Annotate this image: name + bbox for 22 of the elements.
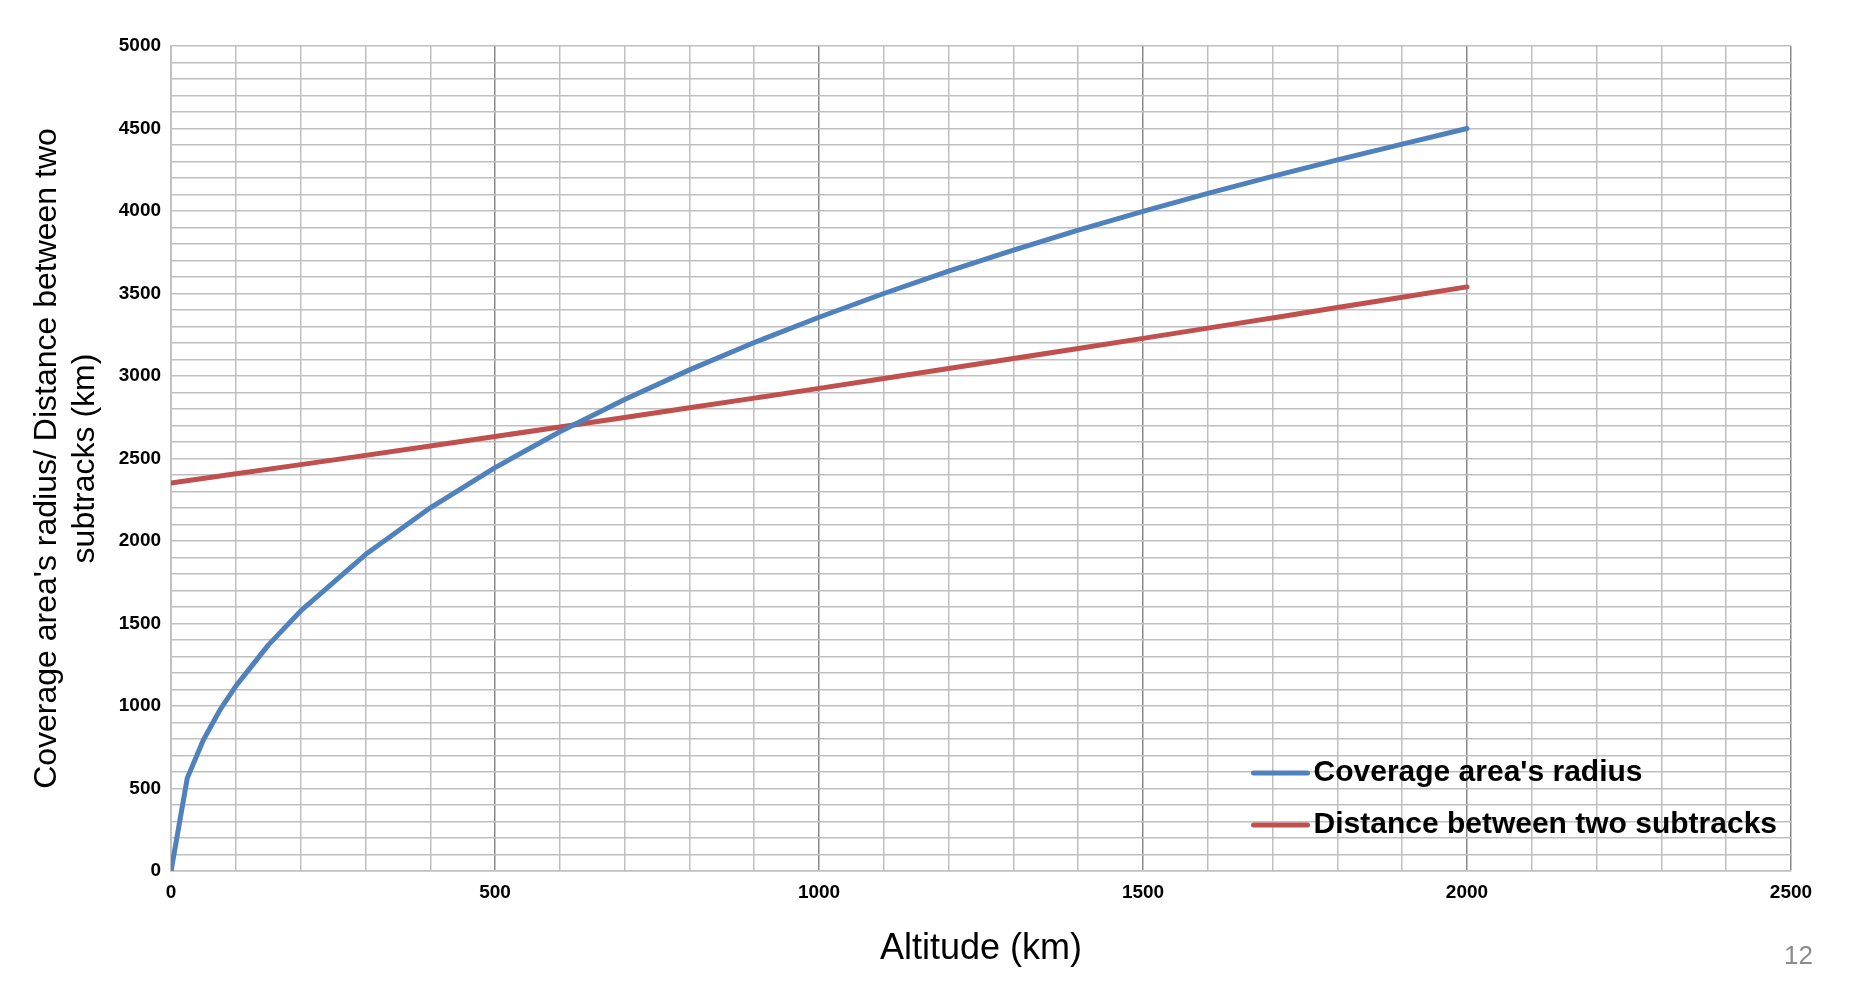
y-tick-label: 1500 [118, 611, 162, 633]
y-tick-label: 4000 [118, 199, 162, 221]
x-tick-label: 1500 [1121, 880, 1165, 902]
y-tick-label: 2500 [118, 446, 162, 468]
text: 12 [1784, 940, 1813, 971]
x-tick-label: 500 [479, 880, 511, 902]
y-tick-label: 1000 [118, 694, 162, 716]
legend-label: Distance between two subtracks [1313, 806, 1778, 840]
x-tick-label: 2500 [1769, 880, 1813, 902]
y-axis-title: Coverage area's radius/ Distance between two subtracks (km) [27, 128, 102, 789]
y-tick-label: 0 [150, 859, 162, 881]
y-tick-label: 4500 [118, 116, 162, 138]
y-tick-label: 5000 [118, 34, 162, 56]
y-tick-label: 500 [129, 776, 162, 798]
x-tick-label: 0 [165, 880, 177, 902]
x-tick-label: 1000 [797, 880, 841, 902]
legend-label: Coverage area's radius [1313, 754, 1643, 788]
y-tick-label: 2000 [118, 529, 162, 551]
y-tick-label: 3000 [118, 364, 162, 386]
x-axis-title: Altitude (km) [880, 926, 1083, 968]
x-tick-label: 2000 [1445, 880, 1489, 902]
y-tick-label: 3500 [118, 281, 162, 303]
